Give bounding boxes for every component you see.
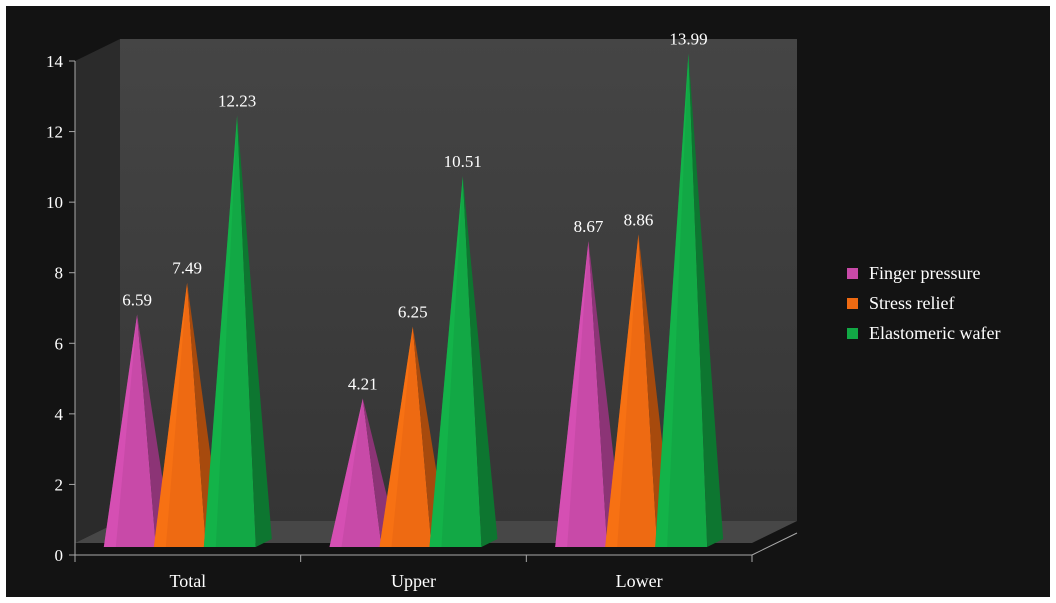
y-tick-label: 4	[55, 405, 64, 424]
data-label: 4.21	[348, 374, 378, 393]
y-tick-label: 10	[46, 193, 63, 212]
cone-highlight	[203, 115, 238, 547]
data-label: 12.23	[218, 91, 256, 110]
data-label: 10.51	[444, 152, 482, 171]
y-tick-label: 6	[55, 334, 64, 353]
x-category-label: Lower	[616, 571, 663, 591]
y-tick-label: 12	[46, 123, 63, 142]
cone-highlight	[429, 176, 463, 547]
legend-item: Finger pressure	[847, 263, 980, 283]
x-category-label: Upper	[391, 571, 436, 591]
y-tick-label: 8	[55, 264, 64, 283]
data-label: 13.99	[669, 29, 707, 48]
legend-label: Finger pressure	[869, 263, 980, 283]
data-label: 8.86	[624, 210, 654, 229]
y-tick-label: 2	[55, 475, 64, 494]
data-label: 7.49	[172, 259, 202, 278]
cone-highlight	[555, 241, 589, 547]
legend-swatch	[847, 268, 858, 279]
cone-bar: 13.99	[655, 29, 724, 548]
cone-highlight	[655, 53, 689, 548]
legend-label: Stress relief	[869, 293, 954, 313]
y-tick-label: 14	[46, 52, 64, 71]
legend-item: Elastomeric wafer	[847, 323, 1000, 343]
cone-highlight	[329, 398, 363, 547]
data-label: 6.25	[398, 302, 428, 321]
cone-highlight	[605, 234, 639, 547]
cone-bar: 12.23	[203, 91, 272, 547]
cone-highlight	[153, 282, 188, 547]
x-category-label: Total	[169, 571, 206, 591]
legend-item: Stress relief	[847, 293, 954, 313]
legend-swatch	[847, 298, 858, 309]
data-label: 8.67	[574, 217, 604, 236]
legend-label: Elastomeric wafer	[869, 323, 1000, 343]
cone-bar: 10.51	[429, 152, 498, 547]
cone-highlight	[379, 326, 413, 547]
floor-edge-line	[751, 532, 798, 556]
cone-side-face	[462, 176, 498, 547]
data-label: 6.59	[122, 290, 152, 309]
side-wall	[75, 39, 120, 543]
cone-side-face	[237, 115, 272, 547]
legend-swatch	[847, 328, 858, 339]
cone-side-face	[688, 53, 724, 548]
cone-highlight	[103, 314, 138, 547]
y-tick-label: 0	[55, 546, 64, 565]
